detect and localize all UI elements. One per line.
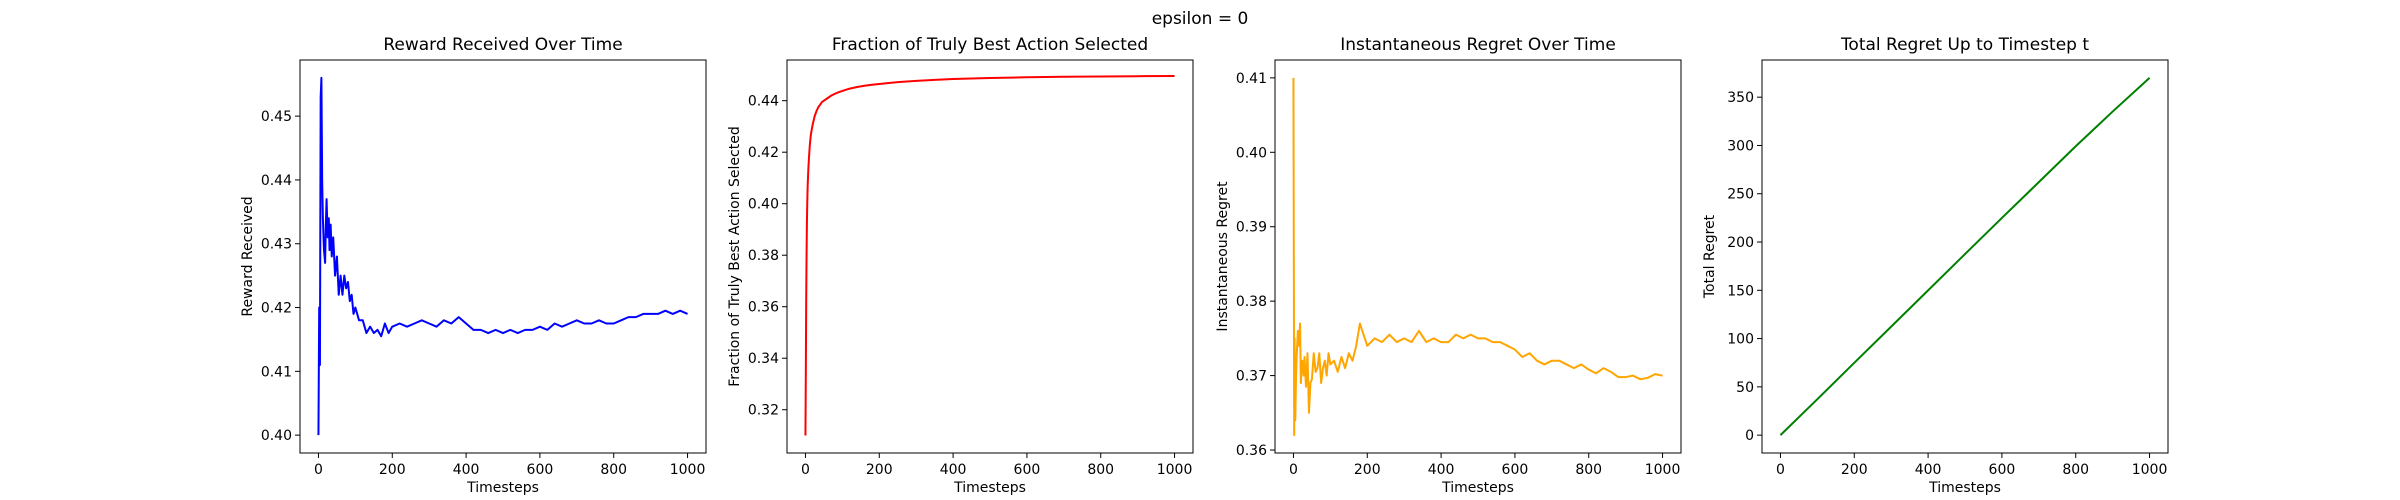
figure-suptitle: epsilon = 0 <box>1152 9 1249 29</box>
y-tick-label: 0.41 <box>261 364 292 380</box>
y-tick-label: 0.42 <box>748 145 779 161</box>
x-axis-label: Timesteps <box>1928 480 2001 496</box>
y-axis-label: Reward Received <box>240 196 256 316</box>
y-tick-label: 0.38 <box>748 248 779 264</box>
x-tick-label: 0 <box>1776 462 1785 478</box>
y-tick-label: 150 <box>1727 283 1754 299</box>
axes-frame <box>786 59 1194 454</box>
x-tick-label: 800 <box>600 462 627 478</box>
y-tick-label: 0.36 <box>1236 443 1267 459</box>
chart-title: Fraction of Truly Best Action Selected <box>832 35 1148 55</box>
chart-title: Reward Received Over Time <box>383 35 622 55</box>
y-axis-label: Total Regret <box>1702 214 1718 299</box>
series-line <box>317 76 688 436</box>
chart-panel-1: Reward Received Over Time 0 200 400 600 800 10… <box>240 35 707 496</box>
y-tick-label: 0.40 <box>261 428 292 444</box>
y-tick-label: 0.36 <box>748 300 779 316</box>
x-tick-label: 1000 <box>1157 462 1193 478</box>
x-tick-label: 600 <box>1014 462 1041 478</box>
series-line <box>1292 77 1663 437</box>
y-tick-label: 0.34 <box>748 351 779 367</box>
x-tick-label: 200 <box>866 462 893 478</box>
y-tick-label: 0.39 <box>1236 220 1267 236</box>
chart-panel-2: Fraction of Truly Best Action Selected 0 2… <box>727 35 1194 496</box>
x-tick-label: 0 <box>801 462 810 478</box>
series-line <box>1779 77 2151 436</box>
x-tick-label: 600 <box>527 462 554 478</box>
y-tick-label: 0.40 <box>748 197 779 213</box>
x-tick-label: 400 <box>453 462 480 478</box>
chart-title: Instantaneous Regret Over Time <box>1340 35 1616 55</box>
y-tick-label: 50 <box>1736 380 1754 396</box>
x-tick-label: 800 <box>2062 462 2089 478</box>
x-tick-label: 800 <box>1087 462 1114 478</box>
x-tick-label: 800 <box>1575 462 1602 478</box>
x-tick-label: 600 <box>1989 462 2016 478</box>
y-tick-label: 0.45 <box>261 109 292 125</box>
x-tick-label: 0 <box>1289 462 1298 478</box>
x-tick-label: 1000 <box>1645 462 1681 478</box>
y-tick-label: 350 <box>1727 90 1754 106</box>
y-axis-label: Fraction of Truly Best Action Selected <box>727 126 743 386</box>
x-tick-label: 200 <box>379 462 406 478</box>
chart-panel-3: Instantaneous Regret Over Time 0 200 400 600… <box>1215 35 1682 496</box>
y-tick-label: 0.40 <box>1236 145 1267 161</box>
y-tick-label: 0.44 <box>748 94 779 110</box>
chart-title: Total Regret Up to Timestep t <box>1840 35 2089 55</box>
x-tick-label: 0 <box>314 462 323 478</box>
x-tick-label: 600 <box>1502 462 1529 478</box>
y-tick-label: 100 <box>1727 332 1754 348</box>
y-tick-label: 300 <box>1727 138 1754 154</box>
x-tick-label: 200 <box>1841 462 1868 478</box>
y-tick-label: 0 <box>1745 428 1754 444</box>
x-tick-label: 400 <box>1915 462 1942 478</box>
x-axis-label: Timesteps <box>953 480 1026 496</box>
x-tick-label: 1000 <box>2132 462 2168 478</box>
y-tick-label: 0.32 <box>748 403 779 419</box>
y-tick-label: 0.42 <box>261 301 292 317</box>
x-tick-label: 1000 <box>670 462 706 478</box>
x-axis-label: Timesteps <box>1441 480 1514 496</box>
y-axis-label: Instantaneous Regret <box>1215 181 1231 332</box>
chart-panel-4: Total Regret Up to Timestep t 0 200 400 600 8… <box>1702 35 2169 496</box>
chart-panels: Reward Received Over Time 0 200 400 600 800 10… <box>240 35 2169 496</box>
axes-frame <box>1274 59 1682 454</box>
y-tick-label: 0.44 <box>261 173 292 189</box>
series-line <box>804 74 1175 436</box>
axes-frame <box>299 59 707 454</box>
x-tick-label: 200 <box>1354 462 1381 478</box>
y-tick-label: 0.41 <box>1236 71 1267 87</box>
y-tick-label: 0.37 <box>1236 369 1267 385</box>
y-tick-label: 0.38 <box>1236 294 1267 310</box>
y-tick-label: 200 <box>1727 235 1754 251</box>
axes-frame <box>1761 59 2169 454</box>
y-tick-label: 250 <box>1727 187 1754 203</box>
x-axis-label: Timesteps <box>466 480 539 496</box>
y-tick-label: 0.43 <box>261 237 292 253</box>
x-tick-label: 400 <box>940 462 967 478</box>
x-tick-label: 400 <box>1428 462 1455 478</box>
